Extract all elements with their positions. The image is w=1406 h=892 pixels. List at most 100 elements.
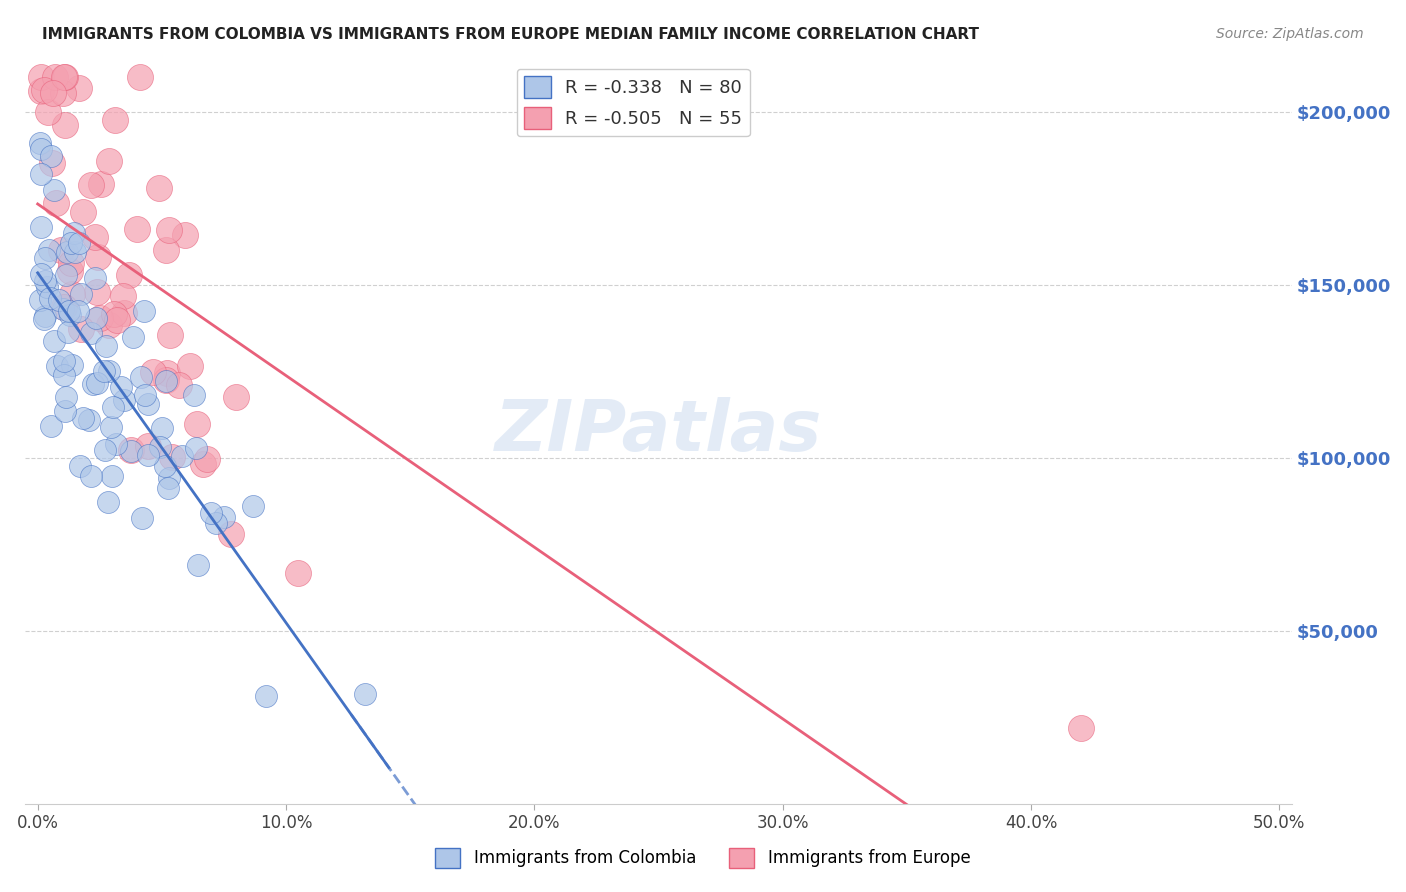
Point — [157, 471, 180, 485]
Point — [52, 302, 75, 317]
Point — [69, 458, 91, 473]
Point — [72, 411, 94, 425]
Point — [80, 326, 103, 340]
Point — [98, 318, 121, 332]
Point — [52, 353, 75, 368]
Point — [63, 244, 86, 259]
Point — [30, 84, 52, 98]
Point — [101, 401, 124, 415]
Point — [30, 267, 52, 281]
Point — [179, 359, 201, 374]
Point — [89, 311, 111, 326]
Point — [183, 388, 205, 402]
Point — [34, 252, 56, 266]
Point — [59, 235, 82, 250]
Point — [97, 494, 120, 508]
Point — [59, 308, 82, 322]
Point — [90, 177, 112, 191]
Point — [1070, 721, 1092, 735]
Point — [184, 442, 207, 456]
Point — [134, 304, 156, 318]
Point — [66, 303, 89, 318]
Point — [41, 156, 63, 170]
Point — [53, 368, 76, 382]
Point — [51, 243, 73, 257]
Legend: Immigrants from Colombia, Immigrants from Europe: Immigrants from Colombia, Immigrants fro… — [429, 841, 977, 875]
Point — [354, 687, 377, 701]
Point — [77, 413, 100, 427]
Text: IMMIGRANTS FROM COLOMBIA VS IMMIGRANTS FROM EUROPE MEDIAN FAMILY INCOME CORRELAT: IMMIGRANTS FROM COLOMBIA VS IMMIGRANTS F… — [42, 27, 979, 42]
Point — [30, 136, 52, 151]
Point — [142, 365, 165, 379]
Point — [173, 227, 195, 242]
Point — [30, 167, 52, 181]
Point — [58, 303, 80, 318]
Point — [30, 70, 52, 84]
Point — [94, 338, 117, 352]
Point — [156, 481, 179, 495]
Point — [45, 195, 67, 210]
Point — [112, 289, 135, 303]
Point — [125, 222, 148, 236]
Point — [242, 499, 264, 513]
Point — [94, 443, 117, 458]
Point — [134, 388, 156, 402]
Point — [53, 118, 76, 132]
Point — [159, 328, 181, 343]
Point — [32, 312, 55, 326]
Point — [148, 181, 170, 195]
Point — [60, 256, 83, 270]
Point — [129, 70, 152, 84]
Point — [67, 80, 90, 95]
Point — [155, 243, 177, 257]
Point — [219, 527, 242, 541]
Point — [104, 437, 127, 451]
Point — [155, 375, 177, 389]
Legend: R = -0.338   N = 80, R = -0.505   N = 55: R = -0.338 N = 80, R = -0.505 N = 55 — [516, 69, 749, 136]
Point — [62, 227, 84, 241]
Point — [129, 369, 152, 384]
Point — [30, 220, 52, 235]
Point — [80, 178, 103, 192]
Point — [53, 70, 76, 84]
Point — [72, 205, 94, 219]
Point — [52, 86, 75, 100]
Point — [169, 378, 191, 392]
Point — [93, 364, 115, 378]
Point — [59, 264, 82, 278]
Point — [138, 448, 160, 462]
Point — [52, 70, 75, 84]
Point — [212, 510, 235, 524]
Point — [44, 334, 66, 348]
Point — [84, 311, 107, 326]
Point — [82, 376, 104, 391]
Point — [53, 404, 76, 418]
Point — [60, 286, 83, 301]
Point — [70, 286, 93, 301]
Point — [41, 419, 63, 434]
Point — [80, 469, 103, 483]
Point — [83, 230, 105, 244]
Point — [131, 511, 153, 525]
Point — [44, 70, 66, 84]
Point — [156, 366, 179, 380]
Point — [42, 183, 65, 197]
Point — [195, 451, 218, 466]
Point — [105, 312, 128, 326]
Point — [34, 274, 56, 288]
Point — [101, 469, 124, 483]
Point — [100, 419, 122, 434]
Point — [110, 380, 132, 394]
Point — [48, 293, 70, 307]
Point — [136, 397, 159, 411]
Point — [157, 223, 180, 237]
Point — [42, 87, 65, 101]
Point — [104, 113, 127, 128]
Point — [200, 506, 222, 520]
Point — [172, 449, 194, 463]
Point — [62, 358, 84, 372]
Point — [136, 439, 159, 453]
Point — [69, 235, 91, 250]
Point — [225, 390, 247, 404]
Point — [30, 142, 52, 156]
